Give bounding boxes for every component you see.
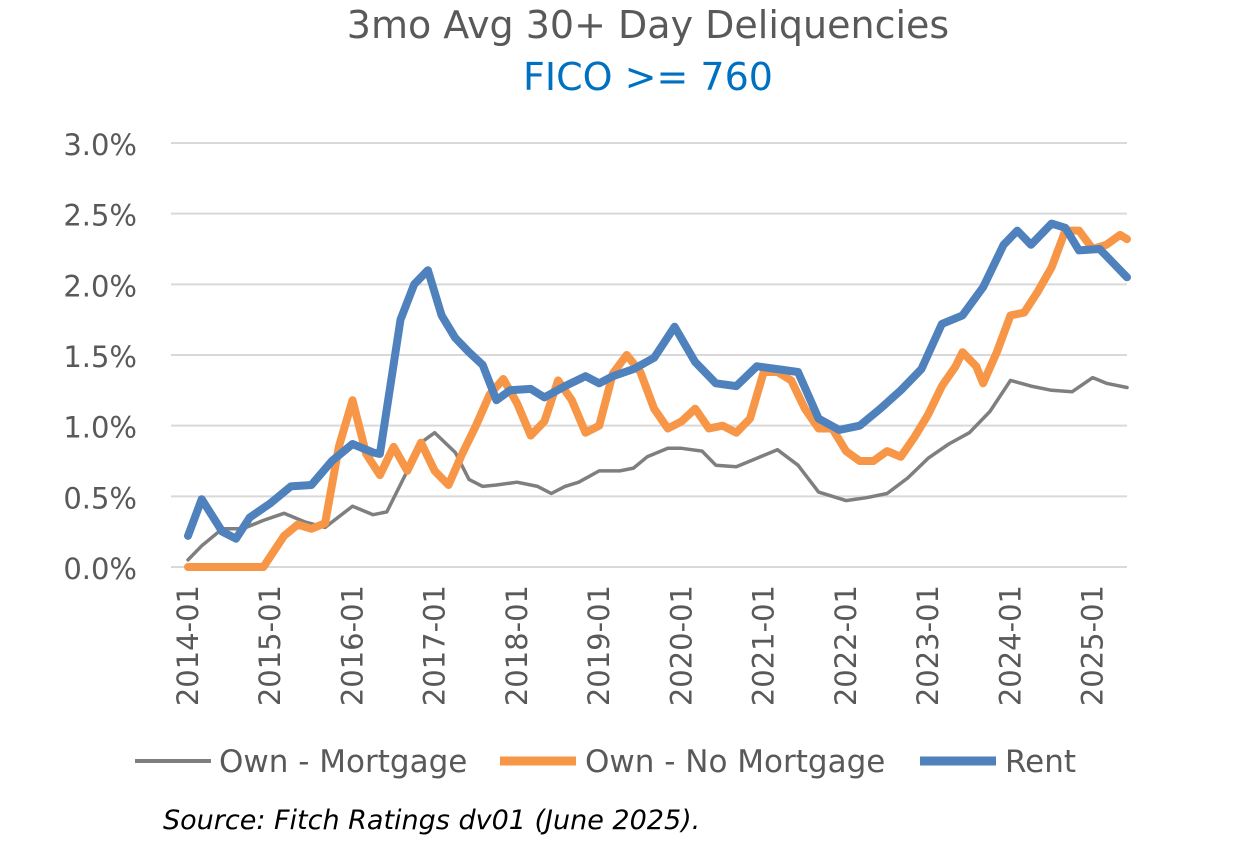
x-tick-label: 2014-01 xyxy=(171,585,205,706)
y-tick-label: 0.0% xyxy=(63,552,137,586)
series-line-own-no-mortgage xyxy=(184,226,1131,571)
series-line-rent xyxy=(184,219,1131,543)
legend-label-own-mortgage: Own - Mortgage xyxy=(219,744,467,780)
x-tick-label: 2021-01 xyxy=(747,585,781,706)
chart-subtitle: FICO >= 760 xyxy=(523,55,773,99)
x-tick-label: 2020-01 xyxy=(664,585,698,706)
x-tick-label: 2017-01 xyxy=(418,585,452,706)
series-lines xyxy=(184,219,1131,571)
legend: Own - Mortgage Own - No Mortgage Rent xyxy=(135,744,1076,780)
x-tick-label: 2018-01 xyxy=(500,585,534,706)
y-tick-label: 0.5% xyxy=(63,481,137,515)
legend-label-own-no-mortgage: Own - No Mortgage xyxy=(585,744,885,780)
y-tick-label: 2.0% xyxy=(63,269,137,303)
gridlines xyxy=(171,142,1127,568)
x-tick-label: 2024-01 xyxy=(993,585,1027,706)
x-axis-ticks: 2014-01 2015-01 2016-01 2017-01 2018-01 2019-… xyxy=(171,585,1110,706)
series-line-own-mortgage xyxy=(186,375,1129,562)
source-note: Source: Fitch Ratings dv01 (June 2025). xyxy=(163,805,700,836)
x-tick-label: 2023-01 xyxy=(911,585,945,706)
x-tick-label: 2022-01 xyxy=(829,585,863,706)
x-tick-label: 2019-01 xyxy=(582,585,616,706)
y-tick-label: 1.0% xyxy=(63,411,137,445)
y-tick-label: 3.0% xyxy=(63,128,137,162)
chart-title: 3mo Avg 30+ Day Deliquencies xyxy=(347,3,949,47)
x-tick-label: 2025-01 xyxy=(1076,585,1110,706)
x-tick-label: 2015-01 xyxy=(253,585,287,706)
x-tick-label: 2016-01 xyxy=(335,585,369,706)
y-axis-ticks: 0.0% 0.5% 1.0% 1.5% 2.0% 2.5% 3.0% xyxy=(63,128,137,586)
legend-label-rent: Rent xyxy=(1005,744,1076,780)
y-tick-label: 2.5% xyxy=(63,199,137,233)
y-tick-label: 1.5% xyxy=(63,340,137,374)
